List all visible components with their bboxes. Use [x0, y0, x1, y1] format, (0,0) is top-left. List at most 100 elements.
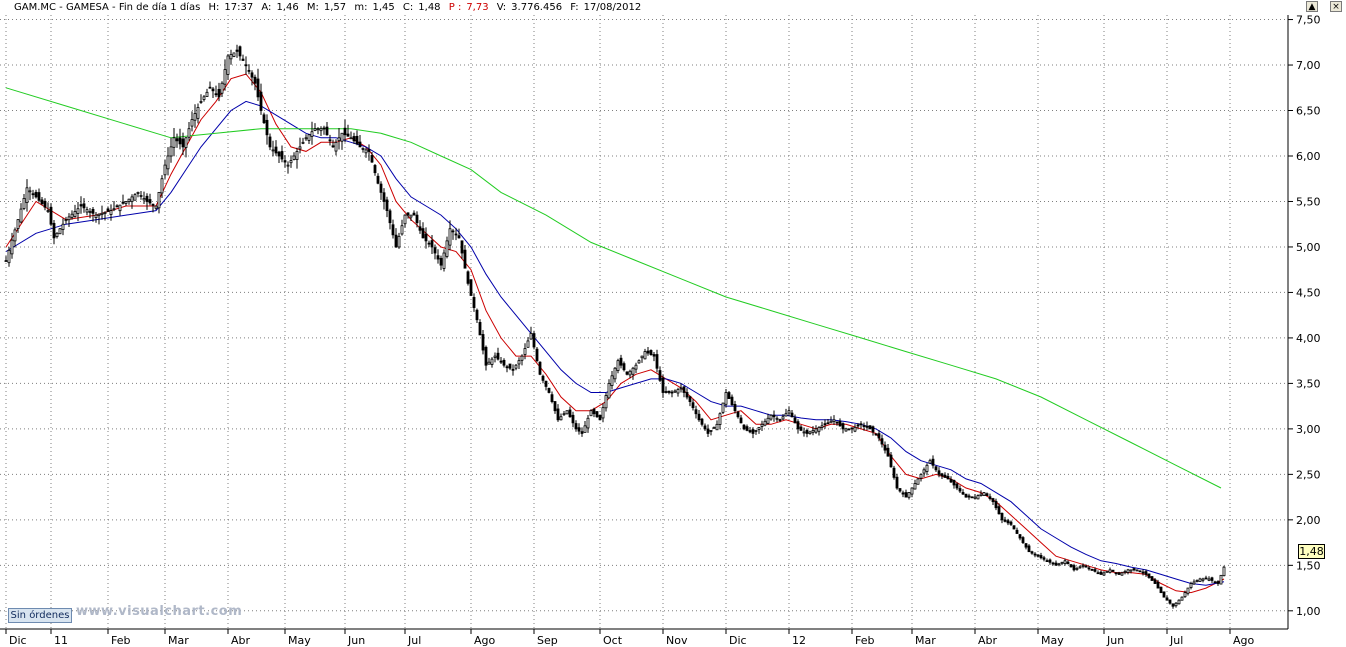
- bar-body: [469, 279, 473, 296]
- price-bar: [1036, 554, 1040, 558]
- bar-body: [112, 208, 116, 211]
- bar-body: [586, 417, 590, 429]
- bar-body: [115, 205, 119, 208]
- orders-button[interactable]: Sin órdenes: [8, 608, 72, 623]
- price-bar: [1213, 580, 1217, 584]
- bar-body: [967, 495, 971, 498]
- price-bar: [115, 204, 119, 208]
- bar-body: [457, 235, 461, 239]
- price-bar: [955, 482, 959, 491]
- price-bar: [52, 220, 56, 245]
- bar-body: [301, 141, 305, 144]
- price-bar: [103, 211, 107, 221]
- price-bar: [319, 126, 323, 137]
- price-bar: [520, 354, 524, 366]
- price-bar: [1216, 580, 1220, 586]
- scroll-up-button[interactable]: ▲: [1306, 1, 1318, 12]
- price-bar: [430, 234, 434, 255]
- bar-body: [172, 137, 176, 148]
- price-bar: [688, 395, 692, 407]
- bar-body: [55, 232, 59, 237]
- price-bar: [604, 392, 608, 412]
- price-bar: [94, 211, 98, 223]
- bar-body: [1036, 554, 1040, 557]
- bar-body: [367, 149, 371, 152]
- bar-body: [1033, 553, 1037, 556]
- bar-body: [658, 370, 662, 381]
- bar-body: [436, 255, 440, 260]
- bar-body: [445, 240, 449, 257]
- bar-body: [733, 403, 737, 412]
- price-bar: [637, 359, 641, 364]
- bar-body: [1174, 602, 1178, 607]
- price-bar: [952, 479, 956, 489]
- bar-body: [940, 473, 944, 477]
- bar-body: [274, 146, 278, 154]
- price-bar: [322, 125, 326, 135]
- price-bar: [280, 145, 284, 163]
- bar-body: [271, 149, 275, 152]
- price-bar: [577, 423, 581, 435]
- bar-body: [1120, 572, 1124, 576]
- bar-body: [499, 360, 503, 363]
- price-bar: [289, 155, 293, 168]
- bar-body: [976, 495, 980, 500]
- bar-body: [613, 367, 617, 380]
- bar-body: [694, 409, 698, 415]
- bar-body: [292, 155, 296, 160]
- price-bar: [907, 491, 911, 500]
- price-bar: [574, 420, 578, 432]
- price-bar: [445, 236, 449, 259]
- bar-body: [4, 260, 8, 263]
- price-bar: [550, 391, 554, 404]
- bar-body: [325, 126, 329, 136]
- bar-body: [88, 211, 92, 213]
- bar-body: [553, 401, 557, 412]
- price-bar: [640, 355, 644, 363]
- bar-body: [790, 412, 794, 418]
- bar-body: [946, 475, 950, 480]
- price-bar: [859, 421, 863, 429]
- price-bar: [679, 383, 683, 393]
- bar-body: [175, 138, 179, 142]
- bar-body: [1156, 581, 1160, 589]
- bar-body: [562, 413, 566, 416]
- price-bar: [928, 458, 932, 464]
- bar-body: [823, 423, 827, 426]
- price-bar: [895, 473, 899, 490]
- price-bar: [964, 493, 968, 498]
- x-axis-ticks: Dic 11 Feb Mar Abr May Jun Jul Ago Sep Oct Nov Dic 12…: [5, 629, 1255, 647]
- bar-body: [412, 212, 416, 216]
- bar-body: [643, 351, 647, 360]
- bar-body: [70, 213, 74, 218]
- price-bar: [778, 418, 782, 423]
- price-bar: [274, 140, 278, 156]
- price-bar: [337, 128, 341, 150]
- bar-body: [1153, 579, 1157, 584]
- price-bar: [211, 86, 215, 99]
- price-bar: [1108, 567, 1112, 574]
- bar-body: [556, 408, 560, 421]
- price-bar: [1033, 552, 1037, 558]
- price-bar: [247, 64, 251, 75]
- price-bar: [1027, 544, 1031, 553]
- bar-body: [721, 402, 725, 413]
- bar-body: [1210, 577, 1214, 581]
- bar-body: [202, 96, 206, 100]
- price-bar: [253, 74, 257, 91]
- close-button[interactable]: ×: [1330, 1, 1342, 12]
- bar-body: [964, 493, 968, 498]
- price-bar: [1078, 565, 1082, 569]
- price-bar: [709, 429, 713, 436]
- x-tick-label: May: [1041, 634, 1064, 647]
- bar-body: [622, 363, 626, 371]
- bar-body: [199, 101, 203, 103]
- bar-body: [178, 137, 182, 145]
- price-bar: [1045, 558, 1049, 562]
- bar-body: [610, 375, 614, 386]
- price-bar: [1042, 555, 1046, 562]
- bar-body: [1051, 562, 1055, 565]
- price-bar: [1198, 577, 1202, 582]
- bar-body: [235, 49, 239, 52]
